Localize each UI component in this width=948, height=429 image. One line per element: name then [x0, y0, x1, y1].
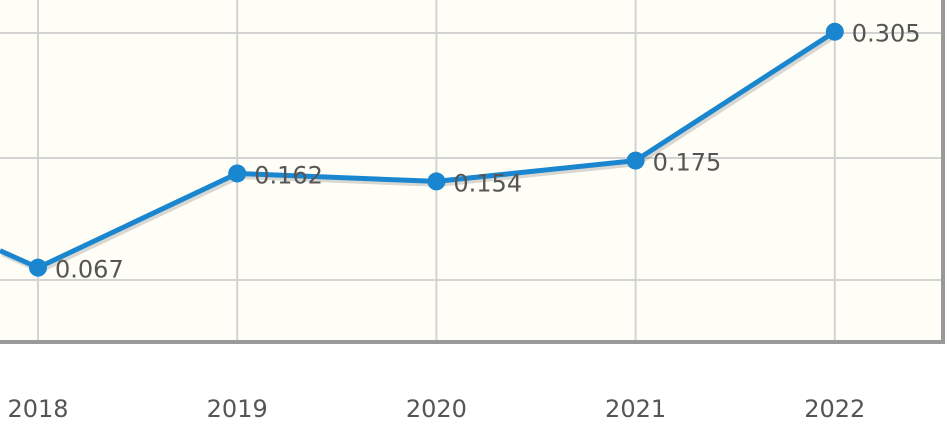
- plot-border: [0, 0, 945, 344]
- series: [0, 22, 844, 277]
- x-tick-label: 2022: [804, 395, 865, 423]
- x-tick-label: 2019: [207, 395, 268, 423]
- data-point[interactable]: [825, 22, 844, 41]
- x-tick-label: 2018: [7, 395, 68, 423]
- x-axis-ticks: 2018 2019 2020 2021 2022: [7, 395, 865, 423]
- x-tick-label: 2020: [406, 395, 467, 423]
- grid: [0, 0, 942, 340]
- x-tick-label: 2021: [605, 395, 666, 423]
- data-point[interactable]: [427, 172, 446, 191]
- data-label: 0.305: [852, 20, 921, 48]
- plot-background: [0, 0, 942, 340]
- data-label: 0.162: [254, 161, 323, 189]
- data-point[interactable]: [29, 258, 47, 277]
- data-point[interactable]: [228, 164, 247, 183]
- data-point[interactable]: [626, 151, 645, 170]
- data-label: 0.067: [55, 256, 124, 284]
- data-labels: 0.067 0.162 0.154 0.175 0.305: [55, 20, 921, 284]
- data-label: 0.154: [453, 169, 522, 197]
- data-label: 0.175: [653, 149, 722, 177]
